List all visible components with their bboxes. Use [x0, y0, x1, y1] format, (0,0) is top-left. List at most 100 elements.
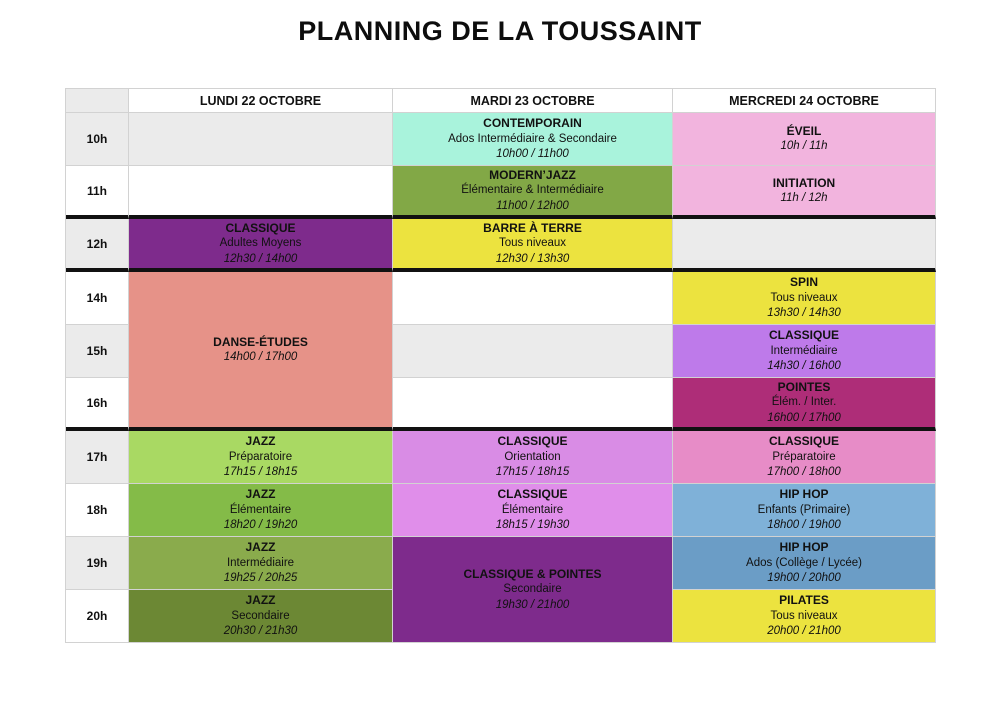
- time-label-12h: 12h: [66, 219, 129, 272]
- time-label-18h: 18h: [66, 484, 129, 537]
- class-slot-spin: SPIN Tous niveaux 13h30 / 14h30: [673, 272, 936, 325]
- class-slot-classique-pointes: CLASSIQUE & POINTES Secondaire 19h30 / 2…: [393, 537, 673, 643]
- header-mercredi: MERCREDI 24 OCTOBRE: [673, 89, 936, 113]
- class-slot-contemporain: CONTEMPORAIN Ados Intermédiaire & Second…: [393, 113, 673, 166]
- class-title: ÉVEIL: [786, 124, 822, 139]
- class-slot-classique-orientation: CLASSIQUE Orientation 17h15 / 18h15: [393, 431, 673, 484]
- class-title: JAZZ: [245, 540, 276, 555]
- class-level: Ados Intermédiaire & Secondaire: [448, 132, 617, 145]
- class-slot-jazz-secondaire: JAZZ Secondaire 20h30 / 21h30: [129, 590, 393, 643]
- class-title: SPIN: [789, 275, 818, 290]
- class-title: HIP HOP: [779, 487, 829, 502]
- class-level: Élémentaire: [501, 503, 564, 516]
- class-hours: 16h00 / 17h00: [767, 411, 841, 424]
- empty-slot-mercredi-12h: [673, 219, 936, 272]
- class-title: MODERN’JAZZ: [489, 167, 576, 182]
- time-label-14h: 14h: [66, 272, 129, 325]
- class-level: Tous niveaux: [770, 609, 838, 622]
- class-title: JAZZ: [245, 593, 276, 608]
- class-hours: 19h25 / 20h25: [223, 572, 298, 585]
- empty-slot-lundi-11h: [129, 166, 393, 219]
- time-label-16h: 16h: [66, 378, 129, 431]
- class-slot-pointes: POINTES Élém. / Inter. 16h00 / 17h00: [673, 378, 936, 431]
- class-level: Préparatoire: [228, 450, 293, 463]
- class-hours: 14h30 / 16h00: [767, 360, 841, 373]
- class-title: CONTEMPORAIN: [483, 116, 582, 131]
- empty-slot-mardi-14h: [393, 272, 673, 325]
- class-hours: 13h30 / 14h30: [767, 307, 841, 320]
- class-hours: 18h20 / 19h20: [223, 519, 298, 532]
- class-title: CLASSIQUE: [497, 487, 568, 502]
- class-slot-barre-a-terre: BARRE À TERRE Tous niveaux 12h30 / 13h30: [393, 219, 673, 272]
- time-label-11h: 11h: [66, 166, 129, 219]
- class-slot-jazz-elementaire: JAZZ Élémentaire 18h20 / 19h20: [129, 484, 393, 537]
- class-hours: 17h15 / 18h15: [495, 466, 570, 479]
- class-hours: 19h30 / 21h00: [495, 598, 570, 611]
- class-level: Élém. / Inter.: [771, 396, 837, 409]
- class-slot-modern-jazz: MODERN’JAZZ Élémentaire & Intermédiaire …: [393, 166, 673, 219]
- class-slot-classique-preparatoire: CLASSIQUE Préparatoire 17h00 / 18h00: [673, 431, 936, 484]
- class-title: CLASSIQUE: [768, 434, 839, 449]
- time-label-19h: 19h: [66, 537, 129, 590]
- class-hours: 11h / 12h: [780, 191, 828, 204]
- class-slot-classique-adultes: CLASSIQUE Adultes Moyens 12h30 / 14h00: [129, 219, 393, 272]
- time-label-15h: 15h: [66, 325, 129, 378]
- page-title: PLANNING DE LA TOUSSAINT: [298, 16, 702, 46]
- empty-slot-lundi-10h: [129, 113, 393, 166]
- class-hours: 17h00 / 18h00: [767, 466, 841, 479]
- time-label-10h: 10h: [66, 113, 129, 166]
- empty-slot-mardi-15h: [393, 325, 673, 378]
- class-hours: 20h00 / 21h00: [767, 625, 841, 638]
- class-level: Enfants (Primaire): [757, 503, 851, 516]
- class-slot-classique-intermediaire: CLASSIQUE Intermédiaire 14h30 / 16h00: [673, 325, 936, 378]
- class-hours: 10h00 / 11h00: [496, 148, 569, 161]
- class-level: Intermédiaire: [770, 344, 838, 357]
- class-title: JAZZ: [245, 434, 276, 449]
- class-level: Ados (Collège / Lycée): [746, 556, 862, 569]
- class-slot-jazz-intermediaire: JAZZ Intermédiaire 19h25 / 20h25: [129, 537, 393, 590]
- planning-table: LUNDI 22 OCTOBRE MARDI 23 OCTOBRE MERCRE…: [65, 88, 936, 643]
- class-level: Tous niveaux: [498, 237, 567, 250]
- class-title: PILATES: [779, 593, 829, 608]
- class-title: CLASSIQUE: [225, 220, 296, 235]
- class-title: INITIATION: [772, 175, 836, 190]
- class-hours: 17h15 / 18h15: [223, 466, 298, 479]
- class-slot-classique-elementaire: CLASSIQUE Élémentaire 18h15 / 19h30: [393, 484, 673, 537]
- class-slot-hiphop-enfants: HIP HOP Enfants (Primaire) 18h00 / 19h00: [673, 484, 936, 537]
- class-level: Tous niveaux: [770, 291, 838, 304]
- header-mardi: MARDI 23 OCTOBRE: [393, 89, 673, 113]
- class-level: Orientation: [504, 450, 561, 463]
- class-title: DANSE-ÉTUDES: [213, 334, 308, 349]
- class-hours: 14h00 / 17h00: [223, 350, 298, 363]
- class-hours: 11h00 / 12h00: [496, 199, 569, 212]
- class-title: HIP HOP: [779, 540, 829, 555]
- empty-slot-mardi-16h: [393, 378, 673, 431]
- class-slot-eveil: ÉVEIL 10h / 11h: [673, 113, 936, 166]
- class-level: Secondaire: [503, 583, 562, 596]
- time-label-20h: 20h: [66, 590, 129, 643]
- class-hours: 12h30 / 13h30: [495, 252, 570, 265]
- class-slot-pilates: PILATES Tous niveaux 20h00 / 21h00: [673, 590, 936, 643]
- class-level: Préparatoire: [772, 450, 836, 463]
- class-title: POINTES: [777, 379, 831, 394]
- class-hours: 20h30 / 21h30: [223, 625, 298, 638]
- time-label-17h: 17h: [66, 431, 129, 484]
- class-slot-hiphop-ados: HIP HOP Ados (Collège / Lycée) 19h00 / 2…: [673, 537, 936, 590]
- class-level: Élémentaire & Intermédiaire: [461, 184, 604, 197]
- header-lundi: LUNDI 22 OCTOBRE: [129, 89, 393, 113]
- class-hours: 10h / 11h: [780, 140, 828, 153]
- class-hours: 12h30 / 14h00: [223, 252, 298, 265]
- class-hours: 18h15 / 19h30: [495, 519, 570, 532]
- class-title: BARRE À TERRE: [483, 220, 582, 235]
- class-title: JAZZ: [245, 487, 276, 502]
- class-slot-initiation: INITIATION 11h / 12h: [673, 166, 936, 219]
- class-hours: 18h00 / 19h00: [767, 519, 841, 532]
- class-slot-danse-etudes: DANSE-ÉTUDES 14h00 / 17h00: [129, 272, 393, 431]
- class-level: Secondaire: [231, 609, 290, 622]
- class-title: CLASSIQUE: [497, 434, 568, 449]
- header-corner-cell: [66, 89, 129, 113]
- class-level: Intermédiaire: [226, 556, 295, 569]
- class-level: Élémentaire: [229, 503, 292, 516]
- class-level: Adultes Moyens: [219, 237, 302, 250]
- class-slot-jazz-preparatoire: JAZZ Préparatoire 17h15 / 18h15: [129, 431, 393, 484]
